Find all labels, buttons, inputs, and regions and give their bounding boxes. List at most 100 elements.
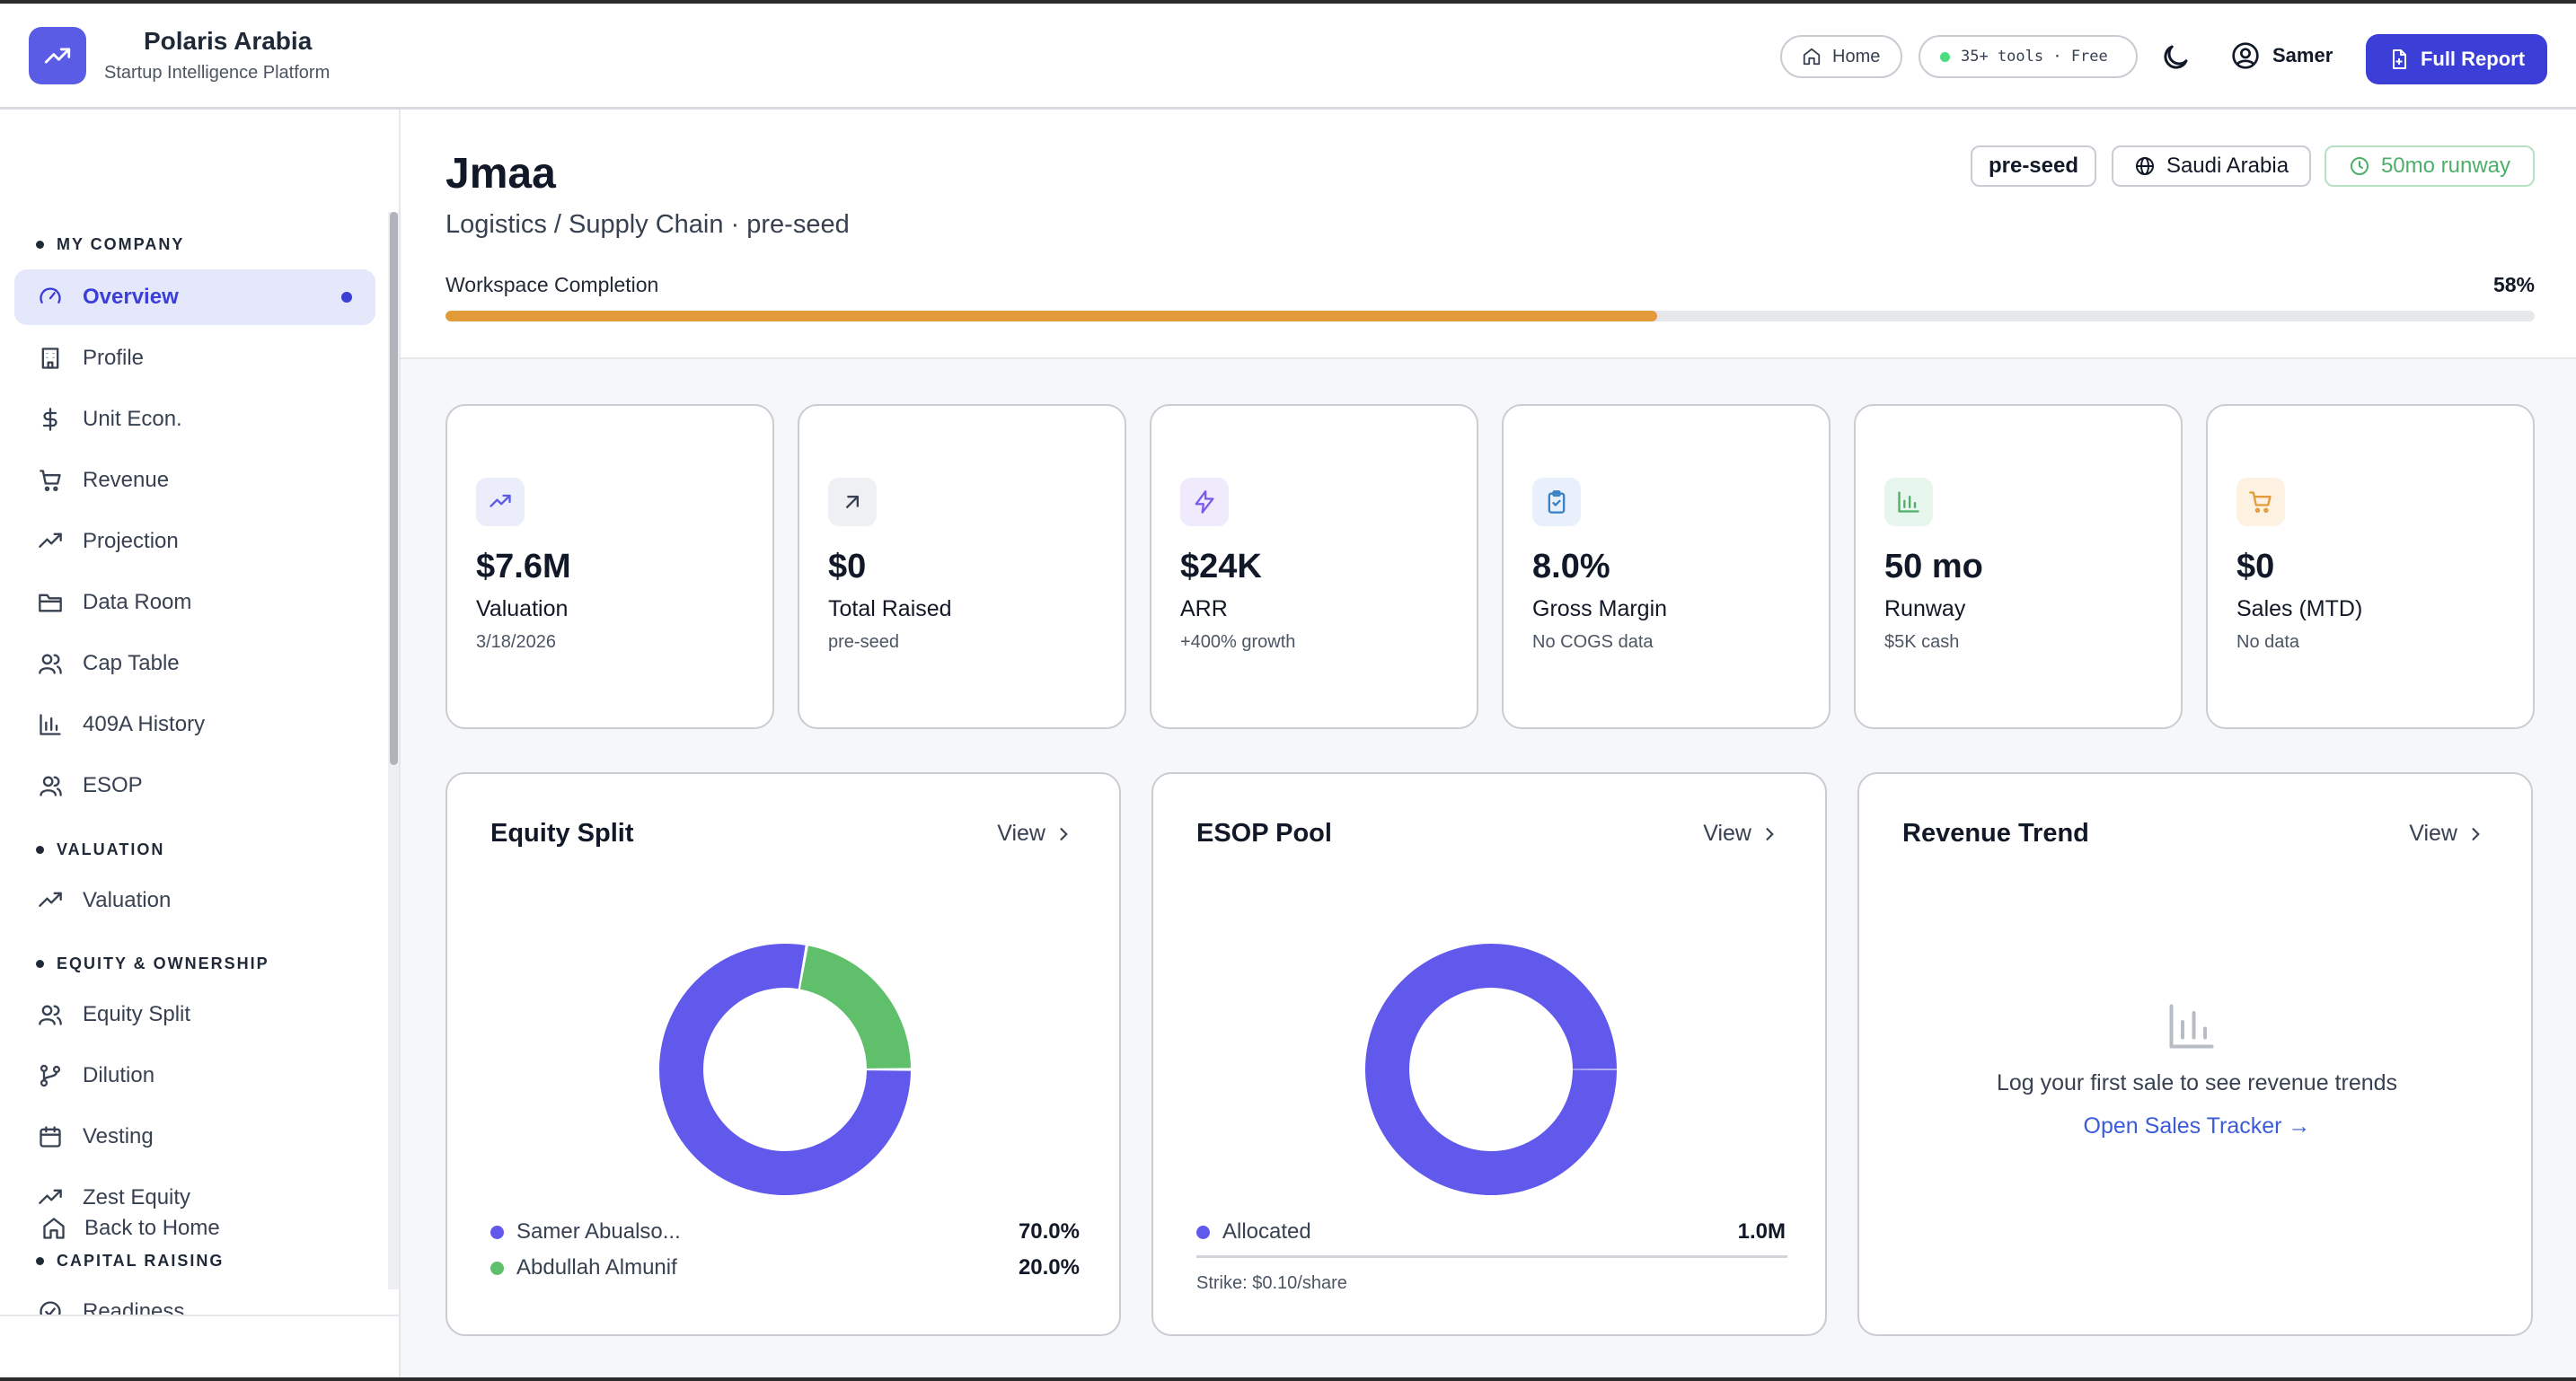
section-label: CAPITAL RAISING	[57, 1252, 225, 1270]
company-name: Jmaa	[446, 150, 556, 198]
country-badge: Saudi Arabia	[2112, 145, 2311, 187]
moon-icon[interactable]	[2159, 41, 2192, 74]
kpi-card[interactable]: 50 mo Runway $5K cash	[1854, 404, 2183, 729]
window-top-edge	[0, 0, 2576, 4]
open-sales-tracker-link[interactable]: Open Sales Tracker →	[2083, 1113, 2311, 1139]
workspace-completion-bar	[446, 311, 2535, 321]
kpi-subtext: pre-seed	[828, 632, 899, 652]
equity-view-link[interactable]: View	[997, 821, 1072, 847]
kpi-label: Runway	[1884, 596, 1966, 621]
kpi-card[interactable]: $24K ARR +400% growth	[1150, 404, 1478, 729]
bar-chart-icon	[40, 714, 61, 735]
chevron-right-icon	[1060, 827, 1068, 840]
sidebar-item-vesting[interactable]: Vesting	[14, 1109, 375, 1165]
bar-chart-icon	[1898, 491, 1919, 513]
users-icon	[39, 1005, 62, 1025]
kpi-label: Valuation	[476, 596, 569, 621]
sidebar-item-unit-econ[interactable]: Unit Econ.	[14, 391, 375, 447]
kpi-card[interactable]: $0 Total Raised pre-seed	[798, 404, 1126, 729]
sidebar-item-profile[interactable]: Profile	[14, 330, 375, 386]
sidebar-scrollbar-thumb[interactable]	[390, 212, 398, 765]
legend-dot	[490, 1225, 504, 1239]
sidebar-item-esop[interactable]: ESOP	[14, 758, 375, 814]
kpi-label: Gross Margin	[1532, 596, 1668, 621]
workspace-completion-fill	[446, 311, 1658, 321]
kpi-value: $7.6M	[476, 548, 571, 585]
donut-slice-abdullah[interactable]	[799, 946, 911, 1069]
section-label: MY COMPANY	[57, 235, 185, 253]
kpi-icon-box	[1532, 478, 1581, 526]
equity-split-panel: Equity Split View Samer Abualso... 70.0%…	[446, 772, 1121, 1336]
section-label: VALUATION	[57, 840, 165, 858]
revenue-view-link[interactable]: View	[2409, 821, 2484, 847]
sidebar-item-label: Dilution	[83, 1063, 155, 1087]
sidebar-item-zest-equity[interactable]: Zest Equity	[14, 1170, 375, 1226]
active-indicator-dot	[341, 292, 352, 303]
trend-icon	[39, 532, 62, 548]
sidebar-item-label: Profile	[83, 346, 145, 370]
cart-icon	[40, 470, 61, 492]
users-icon	[39, 654, 62, 674]
legend-percent: 70.0%	[1018, 1219, 1080, 1244]
trend-icon	[39, 892, 62, 907]
legend-dot	[1196, 1225, 1210, 1239]
brand-subtitle: Startup Intelligence Platform	[104, 63, 331, 83]
logo-icon[interactable]	[29, 27, 86, 84]
legend-name: Samer Abualso...	[516, 1219, 681, 1244]
user-circle-icon	[2232, 42, 2259, 69]
kpi-icon-box	[828, 478, 877, 526]
home-pill-button[interactable]: Home	[1780, 35, 1902, 78]
equity-donut-chart	[659, 944, 911, 1195]
sidebar-item-overview[interactable]: Overview	[14, 269, 375, 325]
kpi-card[interactable]: $0 Sales (MTD) No data	[2206, 404, 2535, 729]
status-dot	[1940, 51, 1950, 62]
sidebar-item-revenue[interactable]: Revenue	[14, 453, 375, 508]
sidebar-item-label: Vesting	[83, 1124, 154, 1148]
divider	[1196, 1255, 1787, 1258]
sidebar-footer	[0, 1315, 399, 1381]
sidebar-item-label: Zest Equity	[83, 1185, 191, 1209]
sidebar-item-label: Revenue	[83, 468, 170, 492]
sidebar-item-valuation[interactable]: Valuation	[14, 873, 375, 928]
sidebar-item-dilution[interactable]: Dilution	[14, 1048, 375, 1104]
sidebar-item-equity-split[interactable]: Equity Split	[14, 987, 375, 1042]
window-bottom-edge	[0, 1377, 2576, 1381]
tools-pill[interactable]: 35+ tools · Free	[1919, 35, 2138, 78]
kpi-card[interactable]: 8.0% Gross Margin No COGS data	[1502, 404, 1831, 729]
esop-donut-chart	[1365, 944, 1617, 1195]
branch-icon	[40, 1064, 61, 1087]
donut-slice-samer[interactable]	[659, 944, 911, 1195]
full-report-button[interactable]: Full Report	[2366, 34, 2547, 84]
section-bullet	[36, 960, 44, 968]
home-icon	[1803, 48, 1821, 66]
kpi-value: 50 mo	[1884, 548, 1983, 585]
sidebar: MY COMPANY Overview Profile Unit Econ. R…	[0, 110, 401, 1381]
kpi-subtext: No COGS data	[1532, 632, 1654, 652]
kpi-label: Sales (MTD)	[2236, 596, 2363, 621]
kpi-label: Total Raised	[828, 596, 952, 621]
sidebar-item-label: Valuation	[83, 888, 172, 912]
kpi-value: $0	[828, 548, 867, 585]
chevron-right-icon	[1766, 827, 1774, 840]
esop-pool-title: ESOP Pool	[1196, 819, 1332, 848]
sidebar-item-data-room[interactable]: Data Room	[14, 575, 375, 630]
stage-badge-label: pre-seed	[1988, 154, 2079, 178]
sidebar-item-label: Equity Split	[83, 1002, 191, 1026]
donut-slice-allocated[interactable]	[1365, 944, 1617, 1195]
back-to-home-link[interactable]: Back to Home	[41, 1216, 220, 1241]
esop-view-link[interactable]: View	[1703, 821, 1778, 847]
tools-pill-label: 35+ tools · Free	[1961, 48, 2108, 66]
kpi-card[interactable]: $7.6M Valuation 3/18/2026	[446, 404, 774, 729]
folder-icon	[39, 594, 62, 612]
section-equity-ownership: EQUITY & OWNERSHIP	[36, 954, 269, 973]
kpi-subtext: 3/18/2026	[476, 632, 556, 652]
sidebar-item-label: Overview	[83, 285, 179, 309]
revenue-trend-title: Revenue Trend	[1902, 819, 2089, 848]
dollar-icon	[42, 408, 57, 431]
legend-name: Allocated	[1222, 1219, 1311, 1244]
sidebar-item-projection[interactable]: Projection	[14, 514, 375, 569]
legend-item: Samer Abualso... 70.0%	[490, 1216, 1080, 1248]
sidebar-item-cap-table[interactable]: Cap Table	[14, 636, 375, 691]
sidebar-item-409a-history[interactable]: 409A History	[14, 697, 375, 752]
user-menu[interactable]: Samer	[2231, 41, 2333, 70]
